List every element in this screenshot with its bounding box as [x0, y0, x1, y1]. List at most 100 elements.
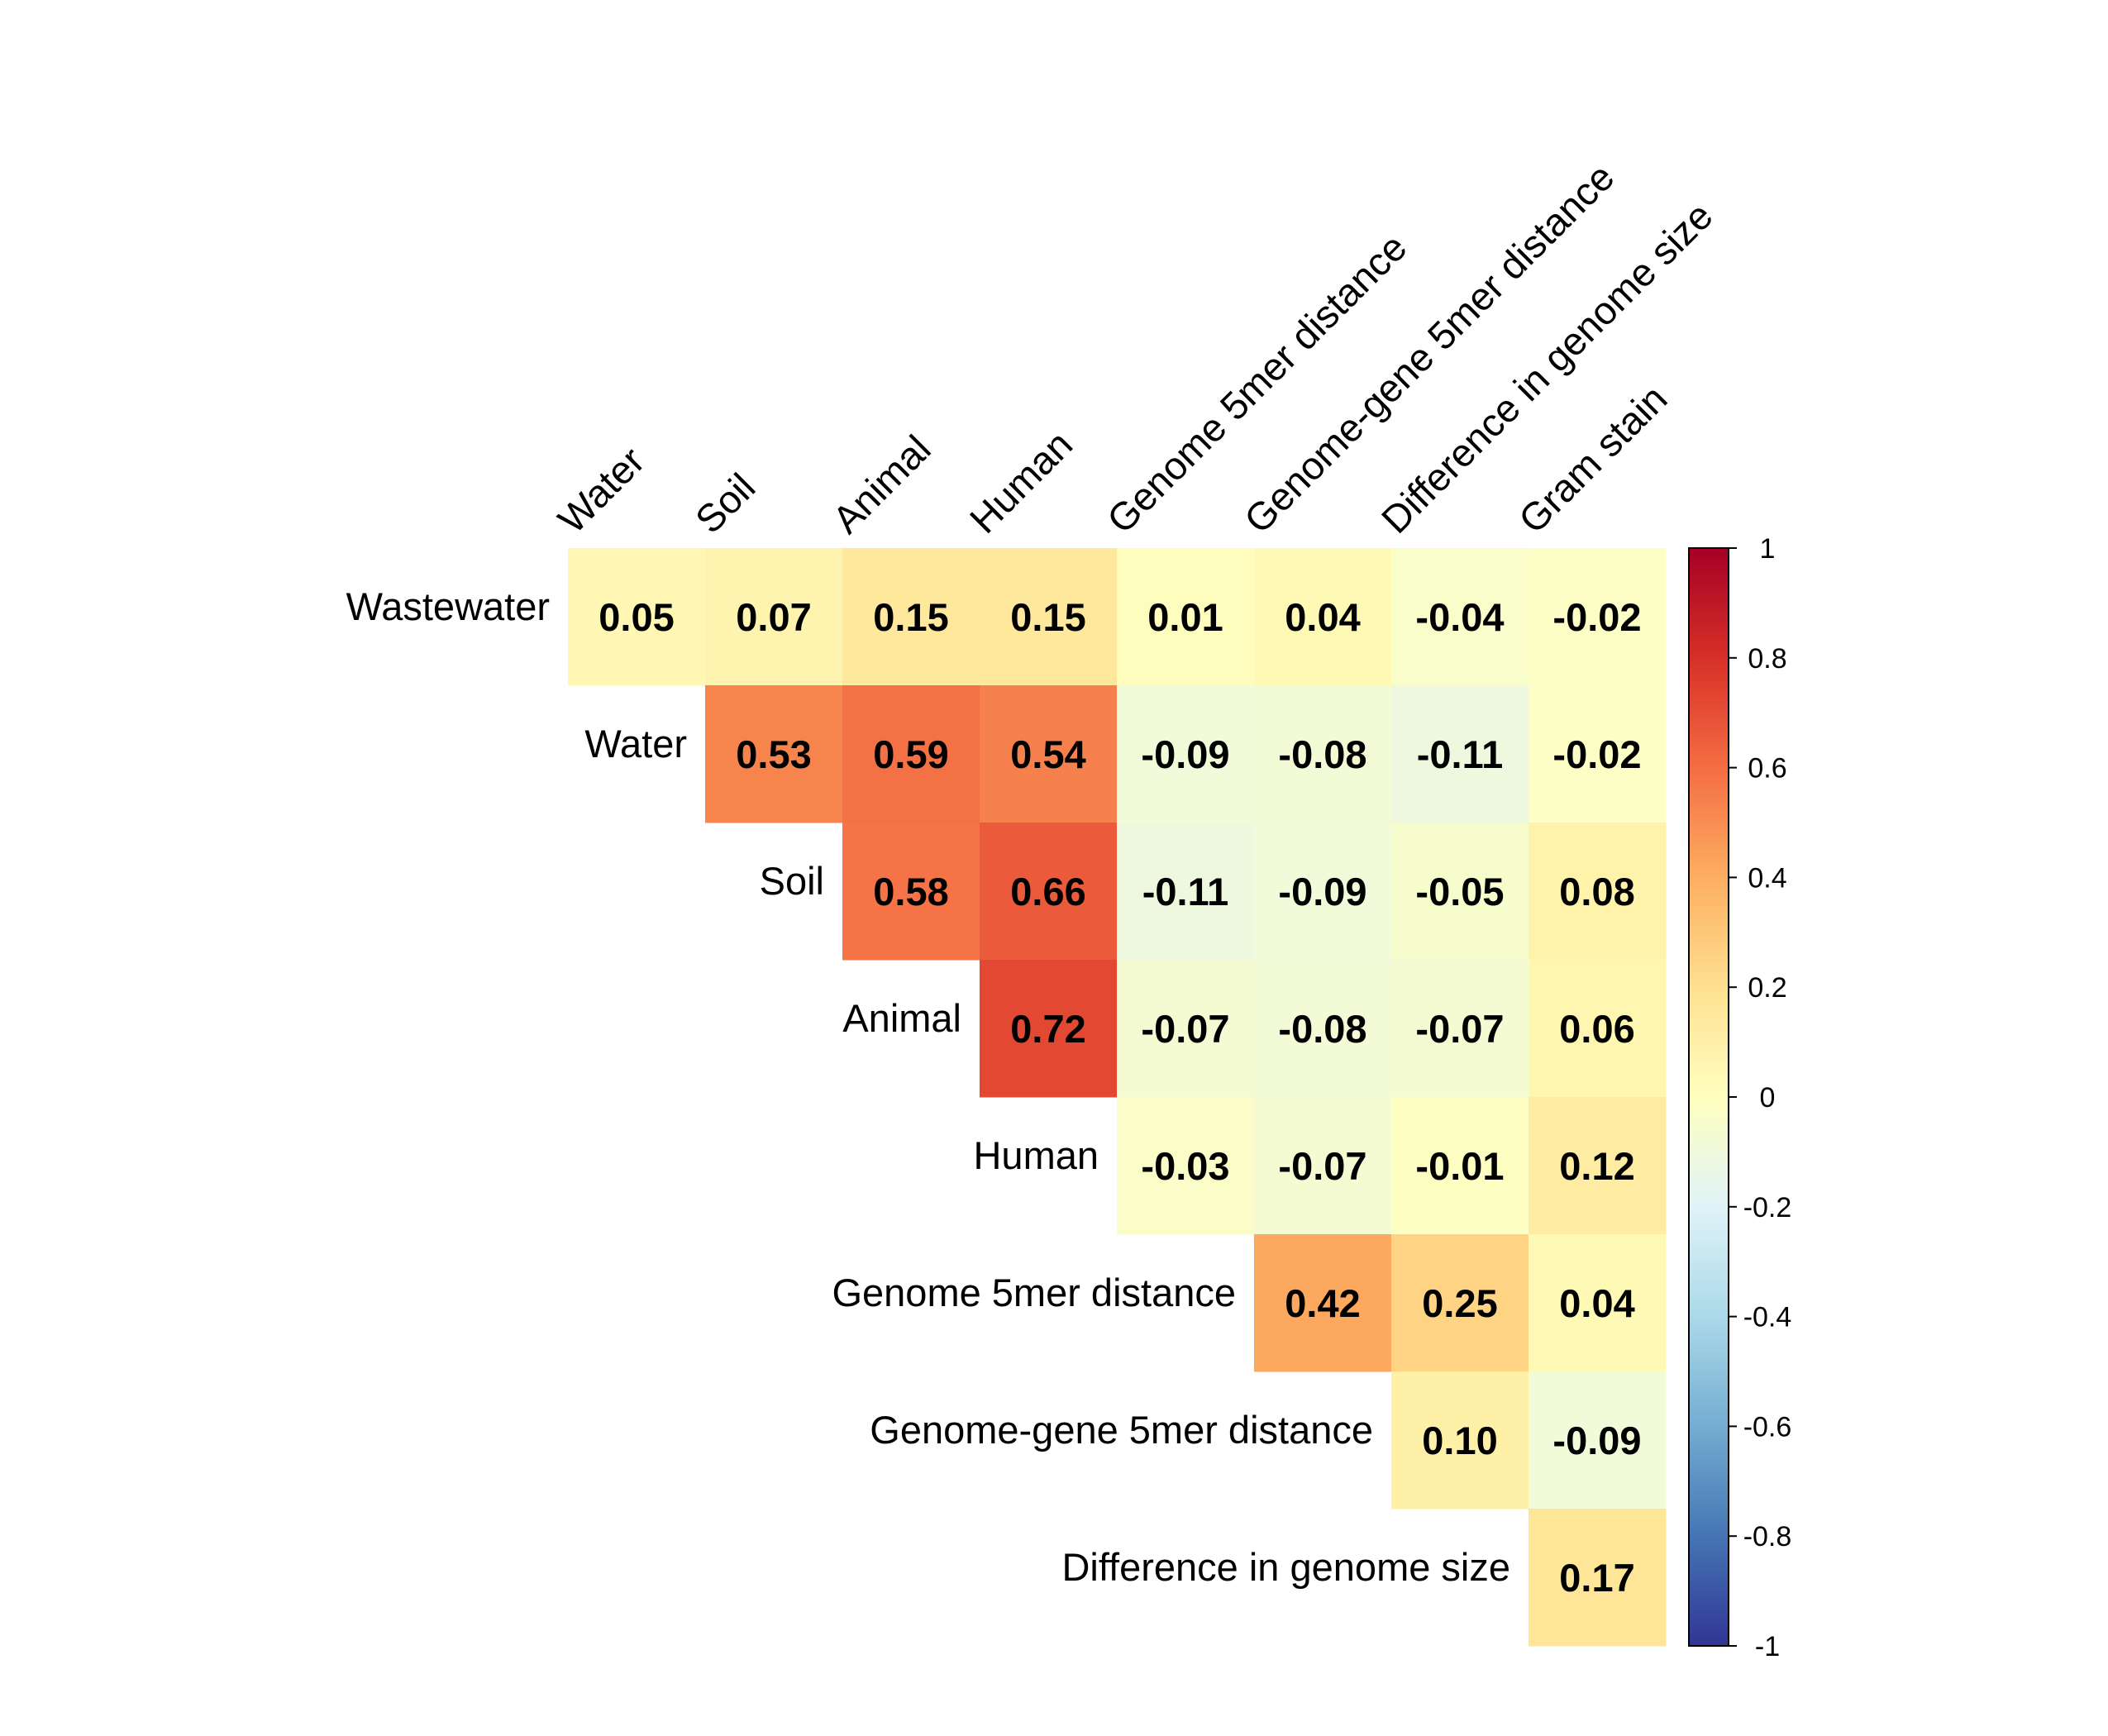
- cell-value-label: 0.59: [873, 732, 948, 776]
- cell-value-label: -0.04: [1415, 595, 1504, 639]
- colorbar-tick-label: 0.8: [1748, 643, 1786, 675]
- row-label: Animal: [842, 996, 961, 1040]
- heatmap-cell: [1117, 960, 1255, 1098]
- cell-value-label: -0.11: [1142, 870, 1229, 913]
- cell-value-label: -0.09: [1278, 870, 1366, 913]
- colorbar-tick-label: 0: [1760, 1082, 1776, 1114]
- cell-value-label: -0.11: [1417, 732, 1504, 776]
- colorbar-tick-label: 1: [1760, 533, 1776, 565]
- heatmap-cell: [1254, 685, 1392, 823]
- heatmap-cell: [1391, 1097, 1529, 1235]
- colorbar: 1 0.8 0.6 0.4 0.2 0 -0.2 -0.4 -0.6 -0.8 -1: [1688, 533, 1792, 1662]
- heatmap-cell: [842, 548, 980, 686]
- heatmap-cell: [1391, 960, 1529, 1098]
- heatmap-cell: [1529, 548, 1667, 686]
- cell-value-label: 0.53: [736, 732, 811, 776]
- column-label: Water: [550, 438, 653, 541]
- heatmap-cell: [1529, 823, 1667, 961]
- column-label: Soil: [687, 465, 764, 541]
- cell-value-label: 0.05: [599, 595, 674, 639]
- cell-value-label: 0.08: [1559, 870, 1634, 913]
- colorbar-tick-label: 0.2: [1748, 972, 1786, 1004]
- colorbar-tick-label: -1: [1755, 1631, 1780, 1662]
- cell-value-label: -0.07: [1141, 1007, 1229, 1051]
- heatmap-cell: [1391, 823, 1529, 961]
- row-label: Water: [584, 722, 687, 765]
- cell-value-label: -0.08: [1278, 732, 1366, 776]
- cell-value-label: -0.02: [1552, 595, 1641, 639]
- row-labels: Wastewater Water Soil Animal Human Genome 5me…: [346, 584, 1510, 1589]
- cell-value-label: 0.12: [1559, 1144, 1634, 1188]
- heatmap-cell: [1254, 1097, 1392, 1235]
- cell-value-label: -0.07: [1415, 1007, 1504, 1051]
- row-label: Soil: [760, 859, 824, 903]
- colorbar-gradient: [1688, 547, 1729, 1647]
- heatmap-cell: [1391, 685, 1529, 823]
- row-label: Genome-gene 5mer distance: [870, 1408, 1373, 1452]
- cell-value-label: 0.10: [1422, 1419, 1497, 1462]
- heatmap-cell: [980, 823, 1118, 961]
- cell-value-label: -0.05: [1415, 870, 1504, 913]
- row-label: Human: [973, 1133, 1099, 1177]
- heatmap-cell: [980, 685, 1118, 823]
- cell-value-label: 0.66: [1010, 870, 1085, 913]
- heatmap-cell: [1529, 1097, 1667, 1235]
- cell-value-label: 0.01: [1147, 595, 1223, 639]
- cell-value-label: -0.07: [1278, 1144, 1366, 1188]
- heatmap-cell: [1254, 960, 1392, 1098]
- heatmap-cell: [980, 548, 1118, 686]
- cell-value-label: 0.15: [873, 595, 948, 639]
- row-label: Genome 5mer distance: [832, 1271, 1236, 1314]
- column-label: Human: [961, 422, 1081, 541]
- heatmap-cell: [705, 548, 843, 686]
- cell-value-label: 0.54: [1010, 732, 1085, 776]
- cell-value-label: 0.06: [1559, 1007, 1634, 1051]
- heatmap-cell: [1391, 548, 1529, 686]
- colorbar-tick-label: -0.6: [1743, 1411, 1792, 1443]
- cell-value-label: -0.08: [1278, 1007, 1366, 1051]
- heatmap-cell: [1529, 685, 1667, 823]
- cell-value-label: -0.03: [1141, 1144, 1229, 1188]
- cell-value-label: 0.17: [1559, 1556, 1634, 1600]
- colorbar-tick-label: 0.4: [1748, 862, 1786, 894]
- heatmap-cell: [705, 685, 843, 823]
- heatmap-cell: [1254, 823, 1392, 961]
- cell-value-label: 0.42: [1285, 1281, 1360, 1325]
- cell-value-label: -0.09: [1141, 732, 1229, 776]
- cell-value-label: 0.04: [1285, 595, 1360, 639]
- cell-value-labels: 0.05 0.07 0.15 0.15 0.01 0.04 -0.04 -0.02 0.53 0.…: [599, 595, 1641, 1600]
- cell-value-label: 0.04: [1559, 1281, 1634, 1325]
- heatmap-cell: [842, 823, 980, 961]
- heatmap-cell: [1117, 685, 1255, 823]
- column-label: Animal: [824, 427, 939, 541]
- cell-value-label: -0.09: [1552, 1419, 1641, 1462]
- heatmap-cell: [1117, 548, 1255, 686]
- heatmap-cell: [1254, 1234, 1392, 1372]
- cell-value-label: 0.58: [873, 870, 948, 913]
- row-label: Difference in genome size: [1061, 1545, 1510, 1589]
- row-label: Wastewater: [346, 584, 550, 628]
- heatmap-cell: [1529, 960, 1667, 1098]
- heatmap-cell: [842, 685, 980, 823]
- heatmap-cell: [1529, 1234, 1667, 1372]
- colorbar-tick-label: -0.4: [1743, 1302, 1792, 1333]
- heatmap-cell: [1117, 1097, 1255, 1235]
- colorbar-tick-label: 0.6: [1748, 753, 1786, 785]
- heatmap-cell: [568, 548, 706, 686]
- cell-value-label: 0.15: [1010, 595, 1085, 639]
- heatmap-cell: [1391, 1234, 1529, 1372]
- heatmap-cell: [1117, 823, 1255, 961]
- heatmap-cell: [1529, 1509, 1667, 1647]
- cell-value-label: -0.02: [1552, 732, 1641, 776]
- heatmap-cell: [1254, 548, 1392, 686]
- cell-value-label: -0.01: [1415, 1144, 1504, 1188]
- colorbar-tick-label: -0.2: [1743, 1192, 1792, 1223]
- column-labels: Water Soil Animal Human Genome 5mer distance…: [550, 155, 1721, 541]
- colorbar-tick-label: -0.8: [1743, 1521, 1792, 1552]
- heatmap-cells: [568, 548, 1667, 1647]
- cell-value-label: 0.07: [736, 595, 811, 639]
- heatmap-cell: [980, 960, 1118, 1098]
- heatmap-cell: [1529, 1371, 1667, 1509]
- cell-value-label: 0.25: [1422, 1281, 1497, 1325]
